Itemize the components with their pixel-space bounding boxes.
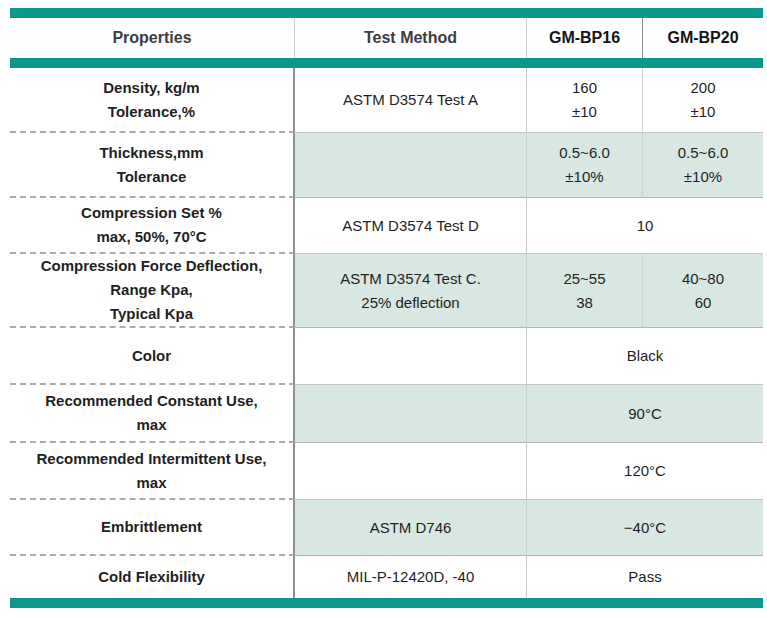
value-cell-gm-bp16: 160 ±10 <box>527 68 643 133</box>
property-cell: Color <box>10 328 295 385</box>
test-method-cell <box>295 328 527 385</box>
col-header-test-method: Test Method <box>295 18 527 58</box>
table-row-recommended-intermittent-use: Recommended Intermittent Use, max 120°C <box>10 443 763 500</box>
table-row-color: Color Black <box>10 328 763 385</box>
property-cell: Recommended Constant Use, max <box>10 385 295 443</box>
top-accent-bar <box>10 8 763 18</box>
test-method-cell <box>295 385 527 443</box>
value-cell-span: −40°C <box>527 500 763 556</box>
value-cell-span: Pass <box>527 556 763 598</box>
test-method-cell: ASTM D3574 Test C. 25% deflection <box>295 254 527 328</box>
header-accent-bar <box>10 58 763 68</box>
value-cell-gm-bp16: 0.5~6.0 ±10% <box>527 133 643 198</box>
table-row-compression-force-deflection: Compression Force Deflection, Range Kpa,… <box>10 254 763 328</box>
value-cell-span: 90°C <box>527 385 763 443</box>
value-cell-span: 120°C <box>527 443 763 500</box>
value-cell-span: Black <box>527 328 763 385</box>
test-method-cell: ASTM D3574 Test A <box>295 68 527 133</box>
property-cell: Compression Force Deflection, Range Kpa,… <box>10 254 295 328</box>
col-header-gm-bp16: GM-BP16 <box>527 18 643 58</box>
table-row-embrittlement: Embrittlement ASTM D746 −40°C <box>10 500 763 556</box>
table-row-recommended-constant-use: Recommended Constant Use, max 90°C <box>10 385 763 443</box>
property-cell: Cold Flexibility <box>10 556 295 598</box>
test-method-cell: MIL-P-12420D, -40 <box>295 556 527 598</box>
value-cell-gm-bp20: 40~80 60 <box>643 254 763 328</box>
table-row-compression-set: Compression Set % max, 50%, 70°C ASTM D3… <box>10 198 763 254</box>
spec-table: Properties Test Method GM-BP16 GM-BP20 D… <box>10 8 763 608</box>
table-row-thickness: Thickness,mm Tolerance 0.5~6.0 ±10% 0.5~… <box>10 133 763 198</box>
test-method-cell: ASTM D746 <box>295 500 527 556</box>
test-method-cell <box>295 443 527 500</box>
bottom-accent-bar <box>10 598 763 608</box>
col-header-properties: Properties <box>10 18 295 58</box>
property-cell: Density, kg/m Tolerance,% <box>10 68 295 133</box>
property-cell: Recommended Intermittent Use, max <box>10 443 295 500</box>
value-cell-span: 10 <box>527 198 763 254</box>
value-cell-gm-bp20: 0.5~6.0 ±10% <box>643 133 763 198</box>
table-row-cold-flexibility: Cold Flexibility MIL-P-12420D, -40 Pass <box>10 556 763 598</box>
value-cell-gm-bp20: 200 ±10 <box>643 68 763 133</box>
value-cell-gm-bp16: 25~55 38 <box>527 254 643 328</box>
property-cell: Compression Set % max, 50%, 70°C <box>10 198 295 254</box>
property-cell: Thickness,mm Tolerance <box>10 133 295 198</box>
test-method-cell <box>295 133 527 198</box>
table-header-row: Properties Test Method GM-BP16 GM-BP20 <box>10 18 763 58</box>
table-row-density: Density, kg/m Tolerance,% ASTM D3574 Tes… <box>10 68 763 133</box>
property-cell: Embrittlement <box>10 500 295 556</box>
test-method-cell: ASTM D3574 Test D <box>295 198 527 254</box>
col-header-gm-bp20: GM-BP20 <box>643 18 763 58</box>
